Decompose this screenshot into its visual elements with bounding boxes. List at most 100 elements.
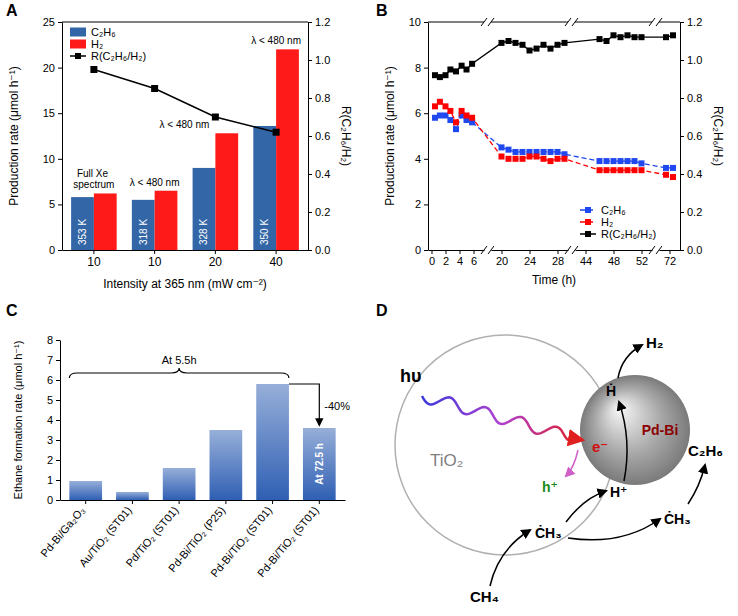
point: [464, 67, 470, 73]
point: [670, 32, 676, 38]
tick-label: 1.2: [315, 16, 330, 28]
point: [541, 42, 547, 48]
point: [212, 114, 219, 121]
tick-mark: [432, 250, 433, 254]
tick-label: 40: [269, 255, 283, 269]
panel-d: hυTiO₂Pd-Bie⁻h⁺H₂C₂H₆CH₄H⁺ḢĊH₃ĊH₃: [395, 334, 723, 605]
point: [639, 34, 645, 40]
axis-break: [565, 18, 571, 26]
tick-mark: [132, 500, 133, 504]
tick-label: 15: [43, 107, 55, 119]
tick: 7: [47, 354, 60, 366]
tick-mark: [424, 250, 428, 251]
tick: 0.8: [680, 92, 702, 104]
annotation: λ < 480 nm: [130, 177, 180, 188]
point: [597, 36, 603, 42]
tick-mark: [502, 250, 503, 254]
point: [632, 158, 638, 164]
axis-line: [429, 250, 485, 251]
axis: 0.00.20.40.60.81.01.2: [680, 16, 702, 256]
diagram-label: H⁺: [610, 484, 628, 500]
tick-label: 0.0: [315, 244, 330, 256]
tick: Pd-Bi/TiO₂ (ST01): [255, 500, 321, 579]
tick: 2: [47, 454, 60, 466]
tick: 0.4: [308, 168, 330, 180]
tick-mark: [474, 250, 475, 254]
point: [447, 117, 453, 123]
diagram-label: ĊH₃: [664, 511, 691, 527]
point: [464, 112, 470, 118]
tick-mark: [308, 174, 312, 175]
tick-mark: [680, 174, 684, 175]
pdbi-particle: [580, 375, 690, 485]
tick: 5: [49, 198, 62, 210]
tick-mark: [58, 250, 62, 251]
frame: [62, 22, 308, 23]
point: [548, 149, 554, 155]
point: [639, 167, 645, 173]
tick-label: 5: [49, 198, 55, 210]
tick-label: 2: [415, 198, 421, 210]
axis-title: R(C₂H₆/H₂): [339, 106, 353, 166]
tick: 10: [148, 250, 162, 269]
tick-mark: [179, 500, 180, 504]
axis-break: [481, 18, 487, 26]
tick-label: Pd-Bi/Ga₂O₃: [38, 504, 87, 559]
bar: [163, 468, 196, 500]
tick-label: 7: [47, 354, 53, 366]
light-wave: [422, 396, 582, 441]
tick-mark: [680, 60, 684, 61]
axis: 202428: [492, 250, 569, 267]
tick: 44: [580, 250, 592, 267]
annotation: λ < 480 nm: [160, 119, 210, 130]
point: [625, 167, 631, 173]
tick: 1.2: [308, 16, 330, 28]
tick-mark: [56, 460, 60, 461]
tick-mark: [642, 250, 643, 254]
tick: 2: [443, 250, 449, 267]
point: [597, 167, 603, 173]
diagram-label: ĊH₃: [535, 525, 562, 541]
diagram-label: C₂H₆: [688, 442, 723, 459]
tick-mark: [56, 340, 60, 341]
point: [469, 61, 475, 67]
tick-label: 20: [496, 255, 508, 267]
drop-arrow: [289, 384, 319, 425]
legend-label: H₂: [601, 216, 613, 228]
tick: 0.2: [308, 206, 330, 218]
tick-mark: [680, 136, 684, 137]
line: [94, 70, 276, 133]
tick-label: 10: [43, 153, 55, 165]
annotation: At 5.5h: [162, 354, 197, 366]
diagram-label: hυ: [400, 366, 421, 386]
point: [639, 160, 645, 166]
bar-label: 328 K: [198, 219, 209, 245]
tick-mark: [308, 22, 312, 23]
tick-mark: [319, 500, 320, 504]
tick-mark: [85, 500, 86, 504]
tick: 0: [47, 494, 60, 506]
panel-letter: B: [376, 2, 388, 19]
tick-label: 4: [47, 414, 53, 426]
tick-label: 20: [209, 255, 223, 269]
axis-line: [428, 23, 429, 251]
point: [527, 154, 533, 160]
tick-label: 8: [47, 334, 53, 346]
tick-label: 8: [415, 62, 421, 74]
panel-letter: D: [376, 302, 388, 319]
panel-b: 02462024284448527202468100.00.20.40.60.8…: [383, 16, 725, 287]
tick-mark: [58, 22, 62, 23]
annotation: λ < 480 nm: [251, 35, 301, 46]
arrow: [490, 530, 530, 586]
diagram-label: Ḣ: [606, 383, 616, 399]
axis-line: [61, 500, 346, 501]
line: [435, 35, 673, 77]
tick-mark: [680, 250, 684, 251]
figure: ABCD1010204005101520250.00.20.40.60.81.0…: [0, 0, 738, 616]
tick-label: 0.6: [315, 130, 330, 142]
tick-mark: [225, 500, 226, 504]
diagram-label: Pd-Bi: [642, 422, 679, 438]
tick-mark: [424, 159, 428, 160]
point: [632, 167, 638, 173]
tick-label: 0.2: [687, 206, 702, 218]
